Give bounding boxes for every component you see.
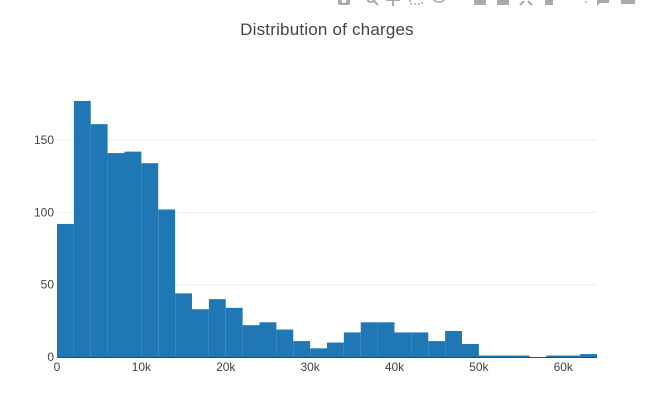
histogram-bar[interactable] [394, 332, 412, 357]
hover-compare-icon[interactable] [620, 0, 636, 6]
modebar [330, 0, 657, 8]
histogram-bar[interactable] [158, 209, 176, 357]
histogram-bar[interactable] [478, 355, 496, 357]
x-tick-label: 50k [469, 360, 489, 374]
histogram-bar[interactable] [208, 299, 226, 357]
x-tick-label: 60k [554, 360, 574, 374]
histogram-bar[interactable] [546, 355, 564, 357]
histogram-bar[interactable] [343, 332, 361, 357]
x-tick-label: 20k [216, 360, 236, 374]
histogram-bar[interactable] [327, 342, 344, 357]
x-tick-label: 30k [300, 360, 320, 374]
histogram-bar[interactable] [242, 325, 260, 357]
box-select-icon[interactable] [408, 0, 424, 6]
histogram-bar[interactable] [57, 223, 74, 357]
histogram-bar[interactable] [175, 293, 192, 357]
histogram-bar[interactable] [276, 329, 294, 357]
histogram-bar[interactable] [73, 101, 91, 357]
histogram-bar[interactable] [495, 355, 513, 357]
histogram-bar[interactable] [124, 151, 142, 357]
lasso-select-icon[interactable] [431, 0, 447, 6]
hover-closest-icon[interactable] [596, 0, 612, 6]
x-tick-label: 10k [132, 360, 152, 374]
histogram-bar[interactable] [225, 307, 243, 357]
histogram-bar[interactable] [107, 153, 125, 357]
histogram-bar[interactable] [360, 322, 378, 357]
histogram-bars [57, 101, 597, 357]
pan-icon[interactable] [385, 0, 401, 6]
histogram-bar[interactable] [462, 343, 479, 357]
y-tick-label: 50 [41, 278, 55, 292]
x-axis: 0 10k 20k 30k 40k 50k 60k [54, 357, 597, 374]
histogram-bar[interactable] [310, 348, 327, 357]
x-tick-label: 40k [385, 360, 405, 374]
spike-lines-icon[interactable] [578, 0, 594, 6]
histogram-bar[interactable] [428, 341, 446, 357]
histogram-bar[interactable] [445, 330, 462, 357]
histogram-bar[interactable] [580, 354, 597, 357]
camera-icon[interactable] [336, 0, 352, 6]
y-tick-label: 150 [34, 133, 54, 147]
y-axis: 0 50 100 150 [34, 133, 54, 364]
reset-axes-icon[interactable] [541, 0, 557, 6]
histogram-bar[interactable] [192, 309, 209, 357]
x-tick-label: 0 [54, 360, 61, 374]
histogram-bar[interactable] [377, 322, 395, 357]
histogram-bar[interactable] [512, 355, 530, 357]
zoom-icon[interactable] [364, 0, 380, 6]
y-tick-label: 100 [34, 205, 54, 219]
zoom-in-icon[interactable] [472, 0, 488, 6]
histogram-bar[interactable] [259, 322, 277, 357]
histogram-bar[interactable] [411, 332, 429, 357]
y-tick-label: 0 [47, 350, 54, 364]
zoom-out-icon[interactable] [495, 0, 511, 6]
histogram-bar[interactable] [141, 163, 159, 357]
histogram-bar[interactable] [293, 341, 311, 357]
histogram-bar[interactable] [90, 124, 108, 357]
chart-title: Distribution of charges [240, 20, 414, 39]
histogram-bar[interactable] [563, 355, 581, 357]
